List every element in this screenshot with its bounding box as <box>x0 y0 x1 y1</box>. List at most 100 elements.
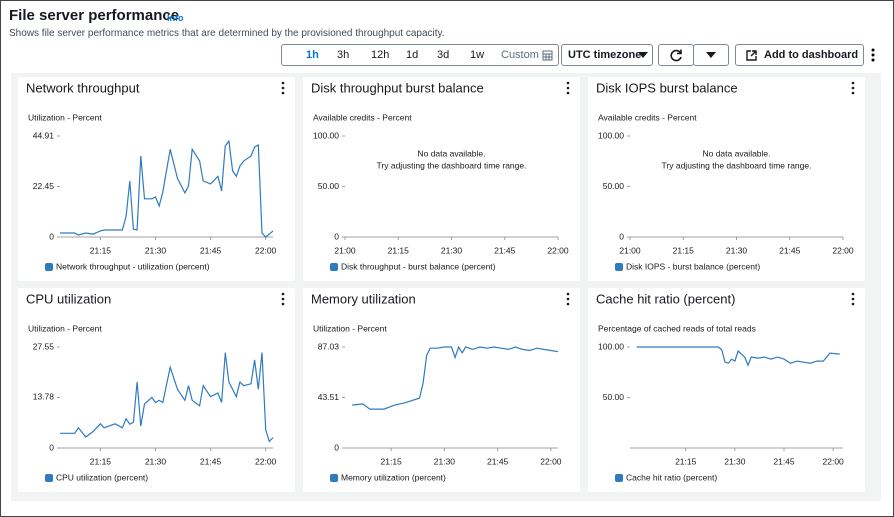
y-tick-label: 50.00 <box>603 181 625 191</box>
time-range-option[interactable]: 1w <box>470 49 485 61</box>
x-tick-label: 21:45 <box>779 245 801 255</box>
refresh-options[interactable] <box>693 44 729 66</box>
x-tick-label: 21:30 <box>724 456 746 466</box>
external-icon <box>746 50 757 61</box>
widget: Network throughput Utilization - Percent 0… <box>18 77 295 281</box>
menu-dot <box>566 297 570 301</box>
caret <box>638 52 648 58</box>
series-line <box>60 139 274 238</box>
y-tick-label: 22.45 <box>33 181 55 191</box>
x-tick-label: 21:15 <box>388 245 410 255</box>
x-tick-label: 21:00 <box>334 245 356 255</box>
series-line <box>636 346 840 367</box>
menu-dot <box>566 81 570 85</box>
page-title: File server performance <box>9 7 180 24</box>
menu-dot <box>566 91 570 95</box>
y-tick-label: 43.51 <box>318 392 340 402</box>
menu-dot <box>851 302 855 306</box>
x-tick-label: 21:30 <box>434 456 456 466</box>
time-range-option[interactable]: 1h <box>306 49 319 61</box>
menu-dot <box>851 81 855 85</box>
widget-chart: Network throughput Utilization - Percent 0… <box>26 80 285 271</box>
legend-label: Network throughput - utilization (percen… <box>56 261 210 271</box>
x-tick-label: 21:45 <box>200 245 222 255</box>
y-tick-label: 13.78 <box>33 392 55 402</box>
axis-label: Utilization - Percent <box>28 112 102 122</box>
page-description: Shows file server performance metrics th… <box>9 28 445 39</box>
y-tick-label: 0 <box>49 231 54 241</box>
axis-label: Utilization - Percent <box>28 323 102 333</box>
menu-dot <box>281 297 285 301</box>
legend-swatch <box>45 263 53 271</box>
menu-dot <box>281 292 285 296</box>
time-range-option[interactable]: 1d <box>406 49 419 61</box>
time-range-control: 1h 3h 12h 1d 3d 1w Custom <box>281 44 559 66</box>
custom-range[interactable]: Custom <box>501 49 539 61</box>
x-tick-label: 21:45 <box>773 456 795 466</box>
y-tick-label: 50.00 <box>603 392 625 402</box>
time-range-option[interactable]: 3d <box>437 49 450 61</box>
legend-label: Disk throughput - burst balance (percent… <box>341 261 496 271</box>
widget-title: Disk IOPS burst balance <box>596 80 738 95</box>
widget-title: Network throughput <box>26 80 140 95</box>
x-tick-label: 22:00 <box>255 456 277 466</box>
y-tick-label: 50.00 <box>318 181 340 191</box>
x-tick-label: 21:15 <box>675 456 697 466</box>
timezone-label: UTC timezone <box>568 49 642 61</box>
y-tick-label: 100.00 <box>598 341 624 351</box>
y-tick-label: 0 <box>334 231 339 241</box>
x-tick-label: 21:45 <box>200 456 222 466</box>
time-range-option[interactable]: 12h <box>371 49 390 61</box>
caret <box>706 52 716 58</box>
legend-label: CPU utilization (percent) <box>56 472 148 482</box>
info-link[interactable]: Info <box>167 13 184 23</box>
no-data-message: No data available. <box>417 148 485 158</box>
refresh-button[interactable] <box>658 44 694 66</box>
y-tick-label: 0 <box>619 231 624 241</box>
axis-label: Utilization - Percent <box>313 323 387 333</box>
x-tick-label: 22:00 <box>547 245 569 255</box>
menu-dot <box>281 81 285 85</box>
x-tick-label: 21:15 <box>90 456 112 466</box>
x-tick-label: 21:30 <box>726 245 748 255</box>
menu-dot <box>566 302 570 306</box>
series-line <box>352 345 559 410</box>
x-tick-label: 22:00 <box>255 245 277 255</box>
widget: Disk IOPS burst balance Available credits… <box>588 77 865 281</box>
y-tick-label: 27.55 <box>33 341 55 351</box>
x-tick-label: 21:15 <box>381 456 403 466</box>
widget-chart: CPU utilization Utilization - Percent 0 13.… <box>26 291 285 482</box>
time-range-option[interactable]: 3h <box>337 49 350 61</box>
legend-label: Memory utilization (percent) <box>341 472 446 482</box>
legend-swatch <box>615 474 623 482</box>
menu-dot <box>566 292 570 296</box>
legend-label: Cache hit ratio (percent) <box>626 472 717 482</box>
x-tick-label: 21:30 <box>145 456 167 466</box>
page-menu[interactable] <box>869 47 877 63</box>
no-data-message: Try adjusting the dashboard time range. <box>377 160 527 170</box>
axis-label: Available credits - Percent <box>313 112 412 122</box>
calendar-grid <box>543 53 552 60</box>
legend-swatch <box>330 263 338 271</box>
menu-dot <box>281 91 285 95</box>
legend-swatch <box>615 263 623 271</box>
menu-dot <box>851 91 855 95</box>
y-tick-label: 0 <box>334 442 339 452</box>
add-to-dashboard-button[interactable]: Add to dashboard <box>735 44 864 66</box>
widget-chart: Cache hit ratio (percent) Percentage of c… <box>596 291 855 482</box>
x-tick-label: 22:00 <box>823 456 845 466</box>
legend-label: Disk IOPS - burst balance (percent) <box>626 261 760 271</box>
widget: Cache hit ratio (percent) Percentage of c… <box>588 288 865 492</box>
y-tick-label: 87.03 <box>318 341 340 351</box>
y-tick-label: 0 <box>49 442 54 452</box>
menu-dot <box>281 302 285 306</box>
menu-dot <box>281 86 285 90</box>
x-tick-label: 21:30 <box>441 245 463 255</box>
widget-title: Memory utilization <box>311 291 416 306</box>
no-data-message: No data available. <box>702 148 770 158</box>
x-tick-label: 22:00 <box>540 456 562 466</box>
x-tick-label: 21:15 <box>673 245 695 255</box>
timezone-select[interactable]: UTC timezone <box>561 44 653 66</box>
dashboard-grid: Network throughput Utilization - Percent 0… <box>11 73 881 501</box>
